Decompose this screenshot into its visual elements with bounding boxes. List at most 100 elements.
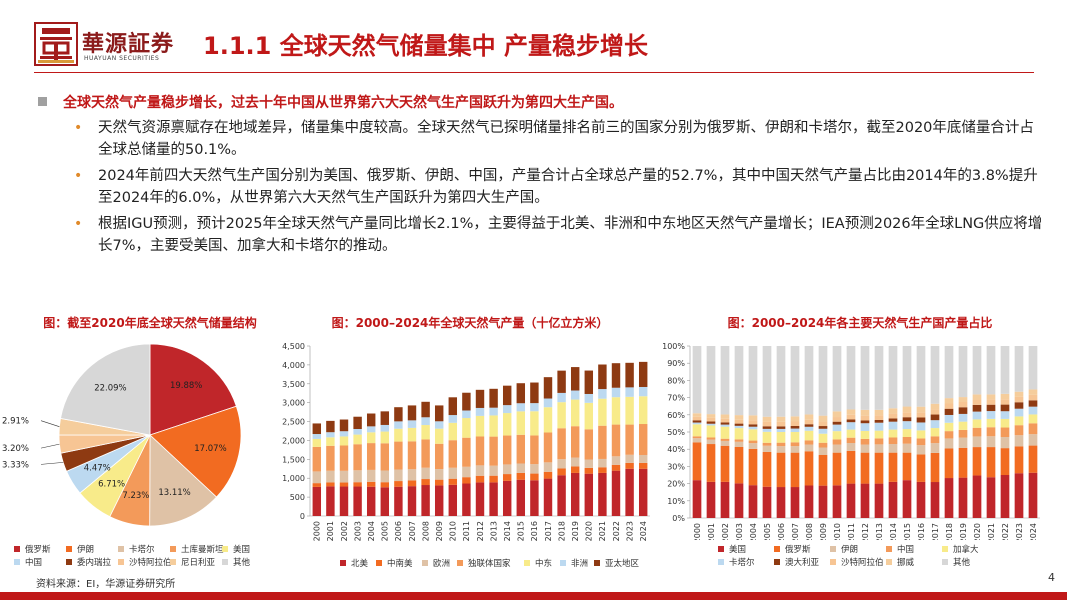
bar-segment [762, 416, 772, 422]
bar-segment [972, 475, 982, 518]
bar-segment [462, 418, 471, 438]
legend-label: 伊朗 [77, 545, 95, 555]
x-tick-label: 2010 [449, 521, 458, 541]
x-tick-label: 2000 [313, 521, 322, 541]
production-bar-chart: 0 500 1,000 1,500 2,000 2,500 3,000 3,500 4,000 4… [282, 342, 650, 541]
bar-segment [776, 426, 786, 429]
x-tick-label: 2003 [353, 521, 362, 541]
legend-swatch [14, 559, 20, 565]
bar-segment [394, 428, 403, 442]
bar-segment [986, 477, 996, 518]
bar-segment [874, 430, 884, 439]
bar-segment [1014, 416, 1024, 426]
legend-label: 俄罗斯 [785, 545, 811, 555]
x-tick-label: 2023 [625, 521, 634, 541]
bar-segment [394, 407, 403, 422]
legend-item: 独联体国家 [457, 557, 511, 569]
x-tick-label: 2014 [503, 521, 512, 541]
bar-segment [339, 482, 349, 487]
legend-swatch [594, 560, 600, 566]
legend-label: 美国 [233, 545, 251, 555]
legend-item: 美国 [222, 543, 250, 555]
legend-swatch [524, 560, 530, 566]
legend-swatch [942, 546, 948, 552]
logo-seal-icon [34, 22, 78, 66]
legend-item: 挪威 [886, 556, 914, 568]
bar-segment [448, 467, 458, 479]
bar-segment [930, 452, 940, 483]
bar-segment [902, 421, 912, 430]
bar-segment [720, 438, 730, 441]
bar-segment [748, 424, 758, 427]
bar-segment [312, 446, 322, 472]
bar-segment [916, 454, 926, 482]
bar-segment [734, 415, 744, 420]
bar-segment [930, 420, 940, 429]
bar-segment [860, 483, 870, 518]
legend-item: 亚太地区 [594, 557, 639, 569]
bar-segment [706, 417, 716, 422]
bar-segment [598, 398, 607, 426]
bar-segment [611, 456, 621, 465]
bar-segment [326, 482, 335, 487]
pie-data-label: 17.07% [194, 444, 226, 454]
pie-slice [149, 405, 242, 498]
legend-swatch [422, 560, 428, 566]
bar-segment [832, 439, 842, 445]
bar-segment [434, 421, 444, 429]
bar-segment [734, 423, 744, 426]
bar-segment [502, 385, 512, 406]
bar-segment [720, 481, 730, 518]
bar-segment [874, 438, 884, 445]
bar-segment [366, 426, 376, 433]
bar-segment [692, 442, 702, 481]
legend-item: 中南美 [376, 557, 413, 569]
bar-segment [860, 423, 870, 431]
share-chart-title: 图：2000–2024年各主要天然气生产国产量占比 [727, 316, 993, 330]
bar-segment [598, 425, 607, 459]
bar-segment [326, 486, 335, 516]
bar-segment [748, 346, 758, 416]
bar-segment [353, 434, 362, 445]
bar-segment [874, 415, 884, 420]
y-tick-label: 30% [667, 462, 685, 471]
bar-segment [818, 415, 828, 422]
bar-segment [832, 444, 842, 453]
bar-segment [944, 408, 954, 415]
bar-segment [734, 428, 744, 440]
bar-segment [339, 419, 349, 432]
legend-swatch [942, 559, 948, 565]
legend-label: 欧洲 [433, 559, 451, 569]
bullet-item: • 2024年前四大天然气生产国分别为美国、俄罗斯、伊朗、中国，产量合计占全球总产… [68, 165, 1048, 209]
bar-segment [692, 436, 702, 439]
legend-item: 尼日利亚 [170, 556, 215, 568]
bar-segment [1028, 423, 1038, 435]
bar-segment [692, 438, 702, 443]
bar-segment [958, 407, 968, 414]
legend-swatch [718, 546, 724, 552]
bar-segment [888, 346, 898, 409]
bar-segment [1014, 396, 1024, 403]
bar-segment [326, 445, 335, 471]
bar-segment [353, 416, 362, 429]
bar-segment [692, 416, 702, 421]
bar-segment [1000, 475, 1010, 518]
bar-segment [448, 397, 458, 416]
bar-segment [1000, 418, 1010, 428]
bar-segment [804, 424, 814, 427]
bullet-list: • 天然气资源禀赋存在地域差异，储量集中度较高。全球天然气已探明储量排名前三的国家… [68, 117, 1048, 261]
lead-statement: 全球天然气产量稳步增长，过去十年中国从世界第六大天然气生产国跃升为第四大生产国。 [38, 92, 623, 112]
legend-swatch [118, 546, 124, 552]
bar-segment [557, 370, 566, 393]
bar-segment [692, 480, 702, 518]
bar-segment [326, 437, 335, 446]
bullet-dot-icon: • [74, 120, 83, 136]
bar-segment [888, 408, 898, 414]
x-tick-label: 2022 [612, 521, 621, 541]
x-tick-label: 2022 [1001, 523, 1010, 540]
bar-segment [706, 439, 716, 445]
pie-data-label: 2.91% [2, 417, 29, 427]
bar-segment [762, 445, 772, 452]
bar-segment [706, 414, 716, 418]
bar-segment [421, 479, 430, 486]
